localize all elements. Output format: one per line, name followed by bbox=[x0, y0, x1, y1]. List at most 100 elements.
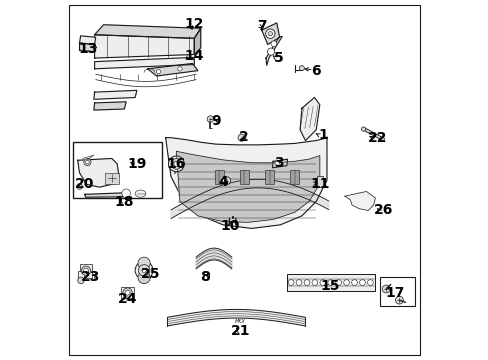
Circle shape bbox=[343, 280, 349, 285]
Polygon shape bbox=[94, 102, 126, 110]
Text: 17: 17 bbox=[385, 286, 404, 300]
Circle shape bbox=[267, 48, 274, 55]
Circle shape bbox=[85, 160, 89, 164]
Circle shape bbox=[78, 277, 84, 284]
Circle shape bbox=[270, 41, 276, 46]
Circle shape bbox=[83, 158, 91, 166]
Ellipse shape bbox=[135, 190, 145, 197]
Circle shape bbox=[238, 134, 244, 141]
Polygon shape bbox=[94, 35, 194, 58]
Polygon shape bbox=[196, 248, 231, 269]
Bar bbox=[104, 173, 119, 184]
Text: 20: 20 bbox=[75, 177, 94, 190]
Text: 25: 25 bbox=[141, 267, 160, 281]
Bar bbox=[138, 263, 150, 278]
Circle shape bbox=[296, 280, 301, 285]
Polygon shape bbox=[265, 37, 282, 65]
Polygon shape bbox=[94, 25, 201, 39]
Polygon shape bbox=[167, 310, 305, 326]
Polygon shape bbox=[85, 193, 123, 197]
Bar bbox=[78, 271, 84, 280]
Text: 19: 19 bbox=[127, 157, 146, 171]
Polygon shape bbox=[272, 159, 287, 168]
Circle shape bbox=[335, 280, 341, 285]
Text: 11: 11 bbox=[309, 177, 329, 190]
Text: 12: 12 bbox=[184, 17, 203, 31]
Text: 23: 23 bbox=[81, 270, 101, 284]
Circle shape bbox=[274, 161, 279, 166]
Bar bbox=[379, 277, 414, 306]
Text: 4: 4 bbox=[218, 175, 227, 189]
Circle shape bbox=[395, 296, 403, 304]
Bar bbox=[316, 176, 323, 187]
Circle shape bbox=[367, 280, 372, 285]
Text: 10: 10 bbox=[220, 219, 239, 233]
Bar bbox=[289, 170, 298, 184]
Polygon shape bbox=[362, 128, 382, 140]
Text: 3: 3 bbox=[273, 156, 283, 170]
Circle shape bbox=[379, 137, 384, 141]
Circle shape bbox=[156, 69, 160, 74]
Circle shape bbox=[178, 67, 182, 71]
Polygon shape bbox=[261, 23, 279, 44]
Text: 1: 1 bbox=[318, 128, 327, 142]
Bar bbox=[286, 274, 374, 291]
Text: MKX: MKX bbox=[234, 319, 245, 324]
Circle shape bbox=[351, 280, 357, 285]
Text: 26: 26 bbox=[373, 203, 392, 217]
Polygon shape bbox=[80, 36, 96, 44]
Circle shape bbox=[171, 158, 182, 169]
Circle shape bbox=[135, 261, 153, 279]
Text: 22: 22 bbox=[366, 131, 386, 145]
Bar bbox=[214, 170, 223, 184]
Text: 13: 13 bbox=[79, 42, 98, 56]
Text: 24: 24 bbox=[118, 292, 138, 306]
Text: 9: 9 bbox=[210, 114, 220, 128]
Polygon shape bbox=[344, 192, 375, 211]
Text: 15: 15 bbox=[320, 279, 340, 293]
Text: 7: 7 bbox=[256, 19, 266, 33]
Circle shape bbox=[138, 271, 150, 284]
Circle shape bbox=[327, 280, 333, 285]
Circle shape bbox=[299, 66, 304, 71]
Polygon shape bbox=[176, 151, 319, 222]
Text: 2: 2 bbox=[239, 130, 248, 144]
Circle shape bbox=[382, 285, 389, 293]
Circle shape bbox=[81, 266, 90, 275]
Bar bbox=[264, 170, 273, 184]
Polygon shape bbox=[171, 179, 328, 219]
Bar bbox=[80, 264, 92, 278]
Bar bbox=[239, 170, 248, 184]
Polygon shape bbox=[78, 158, 119, 187]
Circle shape bbox=[174, 161, 179, 166]
Circle shape bbox=[83, 268, 88, 273]
Circle shape bbox=[125, 290, 130, 295]
Circle shape bbox=[319, 280, 325, 285]
Text: 14: 14 bbox=[184, 49, 203, 63]
Text: 8: 8 bbox=[200, 270, 209, 284]
Circle shape bbox=[265, 29, 274, 39]
Circle shape bbox=[168, 156, 184, 172]
Circle shape bbox=[222, 177, 230, 185]
Circle shape bbox=[287, 280, 293, 285]
Circle shape bbox=[138, 257, 150, 269]
Polygon shape bbox=[80, 43, 94, 51]
Circle shape bbox=[77, 184, 82, 189]
Text: 18: 18 bbox=[114, 195, 134, 209]
Circle shape bbox=[122, 288, 132, 297]
Circle shape bbox=[304, 280, 309, 285]
Circle shape bbox=[122, 189, 130, 198]
Bar bbox=[121, 287, 134, 298]
Text: 6: 6 bbox=[311, 64, 321, 78]
Polygon shape bbox=[194, 28, 201, 54]
Polygon shape bbox=[147, 63, 198, 76]
Polygon shape bbox=[300, 98, 319, 140]
Text: 16: 16 bbox=[166, 157, 185, 171]
Polygon shape bbox=[165, 137, 326, 228]
Circle shape bbox=[207, 116, 213, 122]
Circle shape bbox=[267, 32, 272, 36]
Circle shape bbox=[311, 280, 317, 285]
Text: 21: 21 bbox=[231, 324, 250, 338]
Circle shape bbox=[142, 268, 146, 273]
Circle shape bbox=[359, 280, 365, 285]
